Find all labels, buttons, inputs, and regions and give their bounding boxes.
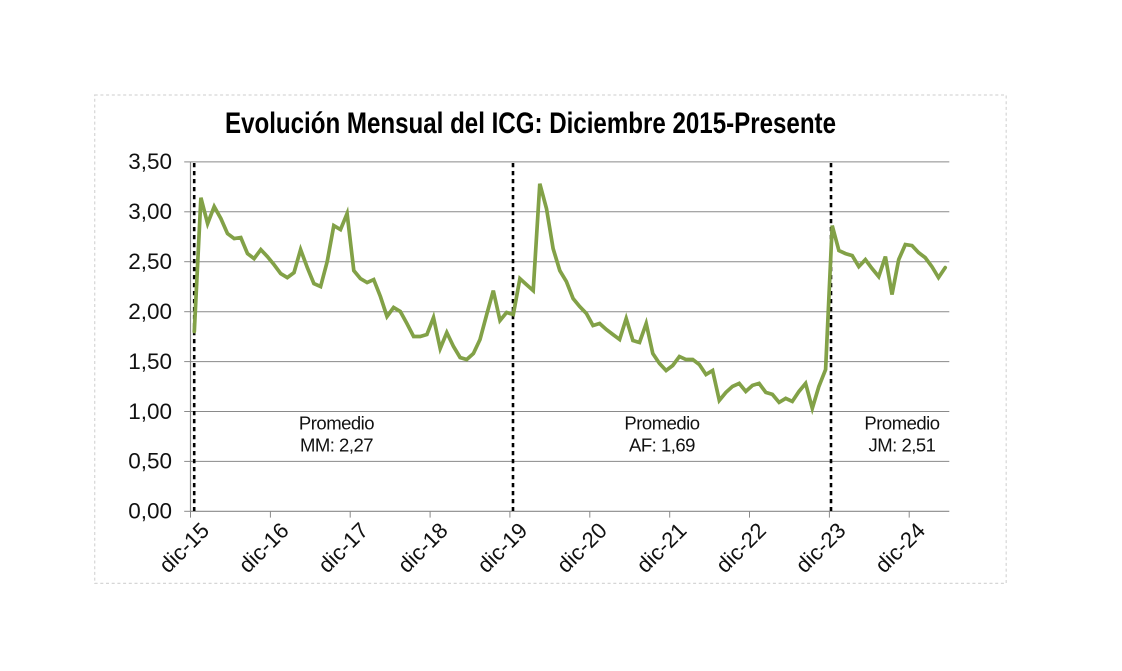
svg-text:Promedio: Promedio [299,413,374,434]
svg-text:AF: 1,69: AF: 1,69 [629,435,695,456]
svg-text:Promedio: Promedio [624,413,699,434]
svg-text:3,00: 3,00 [128,199,172,224]
svg-text:MM: 2,27: MM: 2,27 [300,435,373,456]
svg-text:0,00: 0,00 [128,499,172,524]
svg-text:Evolución Mensual del ICG: Dic: Evolución Mensual del ICG: Diciembre 201… [225,107,836,140]
svg-text:2,00: 2,00 [128,299,172,324]
svg-text:0,50: 0,50 [128,449,172,474]
svg-text:1,00: 1,00 [128,399,172,424]
svg-text:2,50: 2,50 [128,249,172,274]
svg-text:Promedio: Promedio [864,413,939,434]
svg-text:3,50: 3,50 [128,149,172,174]
svg-text:1,50: 1,50 [128,349,172,374]
svg-text:JM: 2,51: JM: 2,51 [869,435,936,456]
